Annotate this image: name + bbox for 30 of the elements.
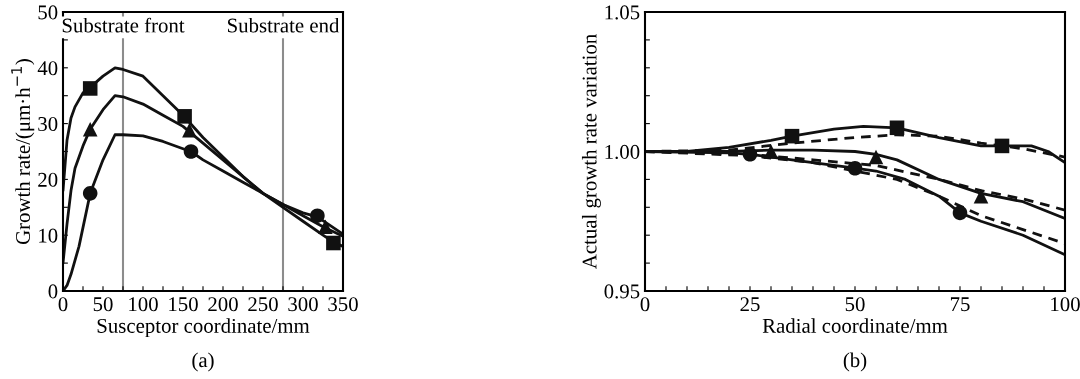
y-tick-label: 30 (38, 116, 58, 132)
y-tick-label: 0.95 (604, 284, 640, 299)
y-tick-label: 50 (38, 5, 58, 20)
y-tick-label: 1.00 (605, 144, 640, 160)
x-tick-label: 50 (845, 297, 865, 312)
x-tick-label: 0 (58, 297, 68, 312)
x-axis-title: Radial coordinate/mm (762, 318, 948, 333)
x-axis-title: Susceptor coordinate/mm (97, 318, 310, 338)
ref-line-label: Substrate front (62, 17, 185, 33)
y-tick-label: 40 (37, 61, 58, 76)
y-tick-label: 0 (48, 284, 58, 299)
x-tick-label: 150 (169, 297, 198, 312)
y-axis-title: Growth rate/(μm·h$^{−1}$) (11, 59, 35, 245)
y-tick-label: 10 (39, 228, 58, 243)
ref-line-label: Substrate end (227, 17, 340, 33)
x-tick-label: 100 (129, 297, 158, 312)
x-tick-label: 25 (740, 297, 760, 312)
x-tick-label: 350 (328, 297, 358, 312)
text: (b) (843, 352, 867, 372)
x-tick-label: 100 (1051, 297, 1080, 312)
x-tick-label: 75 (950, 297, 970, 312)
x-tick-label: 0 (640, 297, 650, 312)
x-tick-label: 200 (208, 297, 238, 312)
x-tick-label: 50 (93, 297, 113, 312)
y-tick-label: 20 (38, 172, 58, 187)
y-axis-title: Actual growth rate variation (581, 34, 601, 270)
text: (a) (192, 352, 214, 372)
x-tick-label: 300 (288, 297, 318, 312)
x-tick-label: 250 (248, 297, 278, 312)
y-tick-label: 1.05 (605, 5, 640, 20)
